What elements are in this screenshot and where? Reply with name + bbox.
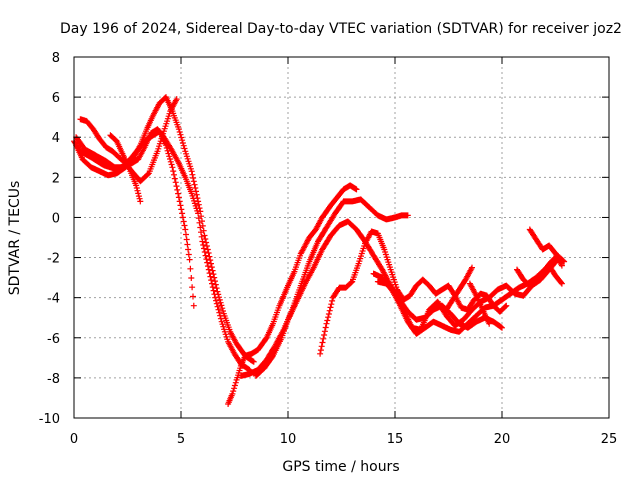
x-tick-label: 5 [177, 432, 185, 447]
tick-labels: 0 5 10 15 20 25 -10 -8 -6 -4 -2 0 2 4 6 8 [39, 51, 618, 447]
series-13-markers [443, 264, 475, 313]
series-14 [526, 226, 565, 269]
series-15-markers [514, 262, 565, 289]
x-tick-label: 0 [70, 432, 78, 447]
x-tick-label: 15 [387, 432, 404, 447]
series-13 [443, 264, 475, 313]
y-tick-label: -2 [47, 252, 60, 267]
y-tick-label: -4 [47, 292, 60, 307]
series-11-markers [374, 256, 561, 333]
x-tick-label: 20 [494, 432, 511, 447]
series-12 [466, 280, 493, 327]
series-9-markers [317, 228, 510, 357]
tick-marks [73, 56, 610, 419]
x-axis-title: GPS time / hours [282, 459, 399, 475]
y-tick-label: -10 [39, 412, 60, 427]
series-14-markers [526, 226, 565, 269]
series-5 [107, 132, 144, 205]
series-9 [317, 228, 510, 357]
y-tick-label: 4 [52, 131, 60, 146]
series-5-markers [107, 132, 144, 205]
y-tick-label: 2 [52, 171, 60, 186]
y-tick-label: 8 [52, 51, 60, 66]
y-tick-label: -6 [47, 332, 60, 347]
series-6-markers [225, 182, 360, 407]
y-tick-label: 0 [52, 211, 60, 226]
data-series [71, 94, 568, 407]
plot-frame [73, 56, 610, 419]
y-tick-label: -8 [47, 372, 60, 387]
x-tick-label: 25 [601, 432, 618, 447]
x-tick-label: 10 [280, 432, 297, 447]
series-15 [514, 262, 565, 289]
chart-title: Day 196 of 2024, Sidereal Day-to-day VTE… [60, 21, 622, 37]
series-12-markers [466, 280, 493, 327]
series-6 [225, 182, 360, 407]
series-11 [374, 256, 561, 333]
y-axis-title: SDTVAR / TECUs [7, 181, 23, 296]
y-tick-label: 6 [52, 91, 60, 106]
